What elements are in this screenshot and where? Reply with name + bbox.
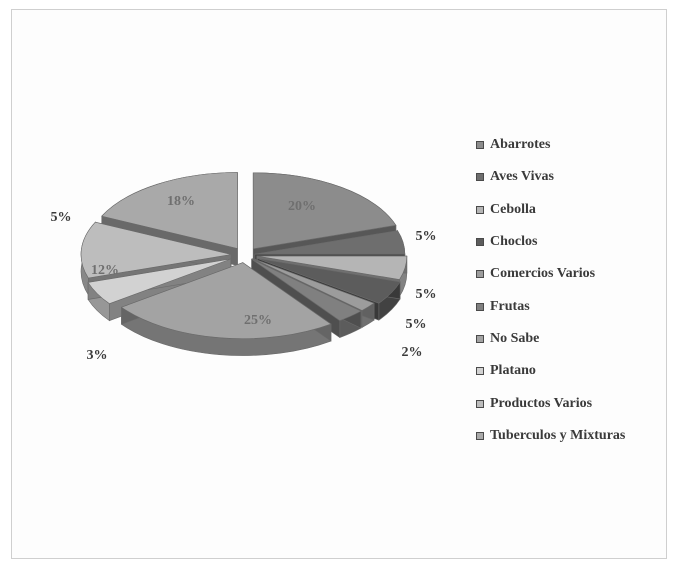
pie-labels: 20% 5% 5% 5% 2% 3% 25% 5% 12% 18% [51,194,437,363]
legend-label: Abarrotes [490,137,551,153]
legend-label: Tuberculos y Mixturas [490,427,626,443]
legend-item-tuberculos-y-mixturas: Tuberculos y Mixturas [476,420,625,452]
pie-slice-frutas [251,258,362,321]
pie-slice-choclos [257,258,401,304]
legend-item-aves-vivas: Aves Vivas [476,161,625,193]
data-label-productos-varios: 12% [91,263,119,278]
legend-label: Comercios Varios [490,266,596,282]
legend-label: Frutas [490,298,530,314]
legend-swatch [476,302,484,311]
data-label-tuberculos-y-mixturas: 18% [167,194,195,209]
legend-item-platano: Platano [476,355,625,387]
legend-item-abarrotes: Abarrotes [476,129,625,161]
data-label-no-sabe: 25% [244,313,272,328]
pie-slice-productos-varios [80,221,232,279]
legend-swatch [476,238,484,247]
legend-label: Productos Varios [490,395,593,411]
legend-swatch [476,173,484,182]
legend-swatch [476,399,484,408]
legend-swatch [476,205,484,214]
data-label-frutas: 3% [87,348,108,363]
pie-slice-cebolla [256,255,408,280]
legend-swatch [476,270,484,279]
data-label-choclos: 5% [406,317,427,332]
legend-item-cebolla: Cebolla [476,194,625,226]
legend-item-productos-varios: Productos Varios [476,387,625,419]
legend-item-comercios-varios: Comercios Varios [476,258,625,290]
legend-label: Platano [490,363,536,379]
legend-label: Cebolla [490,201,536,217]
legend-swatch [476,334,484,343]
data-label-abarrotes: 20% [288,199,316,214]
data-label-aves-vivas: 5% [416,229,437,244]
legend-swatch [476,367,484,376]
data-label-cebolla: 5% [416,287,437,302]
legend-swatch [476,141,484,150]
legend-label: No Sabe [490,330,540,346]
data-label-comercios-varios: 2% [402,345,423,360]
pie-slice-tuberculos-y-mixturas [101,172,238,249]
data-label-platano: 5% [51,210,72,225]
pie-slice-platano [87,258,231,305]
legend-label: Choclos [490,234,538,250]
legend-item-choclos: Choclos [476,226,625,258]
legend-item-no-sabe: No Sabe [476,323,625,355]
pie-slice-aves-vivas [254,230,406,255]
pie-tops [80,172,408,339]
pie-slice-comercios-varios [252,258,375,311]
legend-label: Aves Vivas [490,169,554,185]
legend-swatch [476,431,484,440]
pie-slice-abarrotes [252,172,397,250]
legend: Abarrotes Aves Vivas Cebolla Choclos Comerci… [476,129,625,452]
pie-slice-no-sabe [120,262,332,339]
legend-item-frutas: Frutas [476,290,625,322]
